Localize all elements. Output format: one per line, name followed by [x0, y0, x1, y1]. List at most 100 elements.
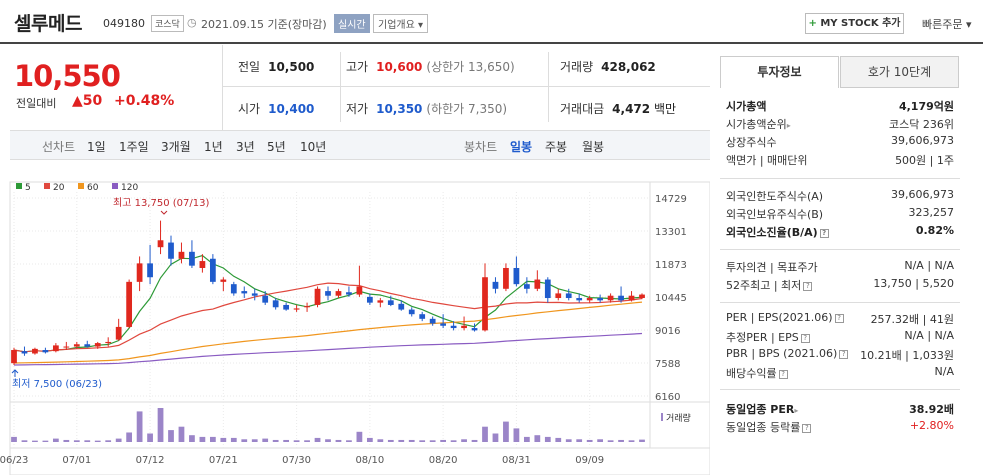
period-10y[interactable]: 10년 — [300, 140, 327, 154]
y-tick-label: 13301 — [655, 227, 687, 238]
candle-body — [429, 318, 436, 324]
period-bar: 선차트 1일 1주일 3개월 1년 3년 5년 10년 봉차트 일봉 주봉 월봉 — [10, 130, 710, 160]
candle-monthly[interactable]: 월봉 — [582, 140, 605, 154]
help-icon[interactable]: ? — [834, 314, 844, 323]
compare-label: 전일대비 — [16, 97, 57, 110]
info-row-label: 외국인소진율(B/A)? — [726, 224, 829, 240]
info-row-label: 추정PER | EPS? — [726, 329, 810, 345]
candle-body — [32, 348, 38, 354]
volume-bar — [304, 440, 310, 442]
period-3m[interactable]: 3개월 — [161, 140, 191, 154]
info-row: 52주최고 | 최저? 13,750 | 5,520 — [726, 277, 954, 295]
candle-body — [52, 345, 59, 352]
help-icon[interactable]: ? — [802, 424, 812, 433]
info-row-value: 13,750 | 5,520 — [873, 277, 954, 290]
current-price: 10,550 — [14, 59, 121, 93]
stock-code: 049180 — [103, 17, 145, 30]
info-row-value: 39,606,973 — [891, 134, 954, 147]
info-tabs: 투자정보 호가 10단계 — [720, 56, 960, 88]
candle-body — [450, 325, 457, 329]
volume-bar — [450, 440, 457, 442]
candle-body — [440, 323, 447, 326]
info-row-label: 52주최고 | 최저? — [726, 277, 813, 293]
realtime-button[interactable]: 실시간 — [334, 14, 370, 33]
volume-bar — [482, 426, 488, 442]
volume-bar — [377, 439, 384, 442]
volume-bar — [408, 439, 415, 442]
panel-divider — [720, 302, 960, 303]
volume-bar — [283, 439, 290, 442]
stock-chart[interactable]: 5 20 60 120 14729 13301 11873 10445 9016 7588 6160… — [0, 170, 710, 475]
tab-investment-info[interactable]: 투자정보 — [720, 56, 839, 88]
candle-body — [408, 309, 415, 315]
info-row: 추정PER | EPS? N/A | N/A — [726, 329, 954, 347]
help-icon[interactable]: ? — [839, 350, 849, 359]
panel-divider — [720, 178, 960, 179]
volume-bar — [42, 440, 49, 442]
y-tick-label: 14729 — [655, 194, 687, 205]
help-icon[interactable]: ? — [819, 229, 829, 238]
volume-bar — [398, 439, 405, 442]
tab-orderbook[interactable]: 호가 10단계 — [840, 56, 959, 88]
candle-body — [283, 304, 290, 310]
info-row: 외국인소진율(B/A)? 0.82% — [726, 224, 954, 242]
period-1d[interactable]: 1일 — [87, 140, 106, 154]
volume-bar — [52, 438, 59, 442]
plus-icon: + — [808, 18, 817, 29]
legend-swatch-60 — [78, 183, 84, 189]
candle-body — [84, 344, 91, 347]
volume-bar — [136, 411, 143, 442]
period-1y[interactable]: 1년 — [204, 140, 223, 154]
volume-bar — [11, 436, 17, 442]
low-annotation: 최저 7,500 (06/23) — [12, 378, 102, 390]
candle-body — [157, 240, 164, 248]
info-row-label: PBR | BPS (2021.06)? — [726, 347, 849, 360]
volume-bar — [492, 433, 499, 442]
volume-bar — [230, 437, 237, 442]
info-row: 동일업종 PER▸ 38.92배 — [726, 401, 954, 419]
candle-body — [94, 343, 101, 347]
add-mystock-button[interactable]: + MY STOCK 추가 — [805, 13, 904, 34]
price-change-pct: +0.48% — [114, 93, 175, 109]
info-row-label: 액면가 | 매매단위 — [726, 154, 808, 167]
volume-bar — [178, 426, 185, 442]
help-icon[interactable]: ? — [803, 282, 813, 291]
investment-info-panel: 투자정보 호가 10단계 시가총액 4,179억원 시가총액순위▸ 코스닥 236위 상… — [720, 56, 960, 446]
candle-body — [178, 251, 185, 259]
y-tick-label: 11873 — [655, 260, 687, 271]
quick-order-dropdown[interactable]: 빠른주문 ▾ — [922, 18, 972, 31]
market-badge: 코스닥 — [151, 15, 184, 32]
corp-info-dropdown[interactable]: 기업개요 ▾ — [373, 14, 428, 33]
info-row-label: 동일업종 등락률? — [726, 419, 812, 435]
candle-body — [513, 267, 520, 285]
quote-prev: 전일 10,500 — [238, 60, 315, 74]
help-icon[interactable]: ? — [778, 370, 788, 379]
quote-high: 고가 10,600 (상한가 13,650) — [346, 60, 515, 74]
period-5y[interactable]: 5년 — [267, 140, 286, 154]
chevron-right-icon[interactable]: ▸ — [794, 406, 799, 415]
stock-header: 셀루메드 049180 코스닥 ◷ 2021.09.15 기준(장마감) 실시간… — [0, 0, 983, 44]
volume-bar — [157, 408, 164, 442]
quote-date: 2021.09.15 기준(장마감) — [201, 18, 327, 31]
volume-legend-swatch — [661, 413, 663, 421]
ma120-line — [13, 332, 643, 366]
quote-amount: 거래대금 4,472 백만 — [560, 102, 677, 116]
info-row: 투자의견 | 목표주가 N/A | N/A — [726, 259, 954, 277]
info-row-label: 동일업종 PER▸ — [726, 403, 799, 416]
candle-body — [325, 291, 331, 296]
candle-body — [11, 350, 17, 364]
volume-bar — [387, 439, 394, 442]
candle-body — [189, 251, 195, 266]
period-1w[interactable]: 1주일 — [119, 140, 149, 154]
info-row-label: 외국인보유주식수(B) — [726, 208, 824, 221]
info-row-value: N/A | N/A — [904, 259, 954, 272]
help-icon[interactable]: ? — [800, 334, 810, 343]
period-3y[interactable]: 3년 — [236, 140, 255, 154]
volume-bar — [576, 439, 583, 442]
candle-body — [565, 293, 572, 299]
chart-frame — [9, 181, 710, 475]
info-row: 배당수익률? N/A — [726, 365, 954, 383]
candle-daily[interactable]: 일봉 — [510, 140, 533, 154]
chevron-right-icon[interactable]: ▸ — [786, 121, 791, 130]
candle-weekly[interactable]: 주봉 — [545, 140, 568, 154]
